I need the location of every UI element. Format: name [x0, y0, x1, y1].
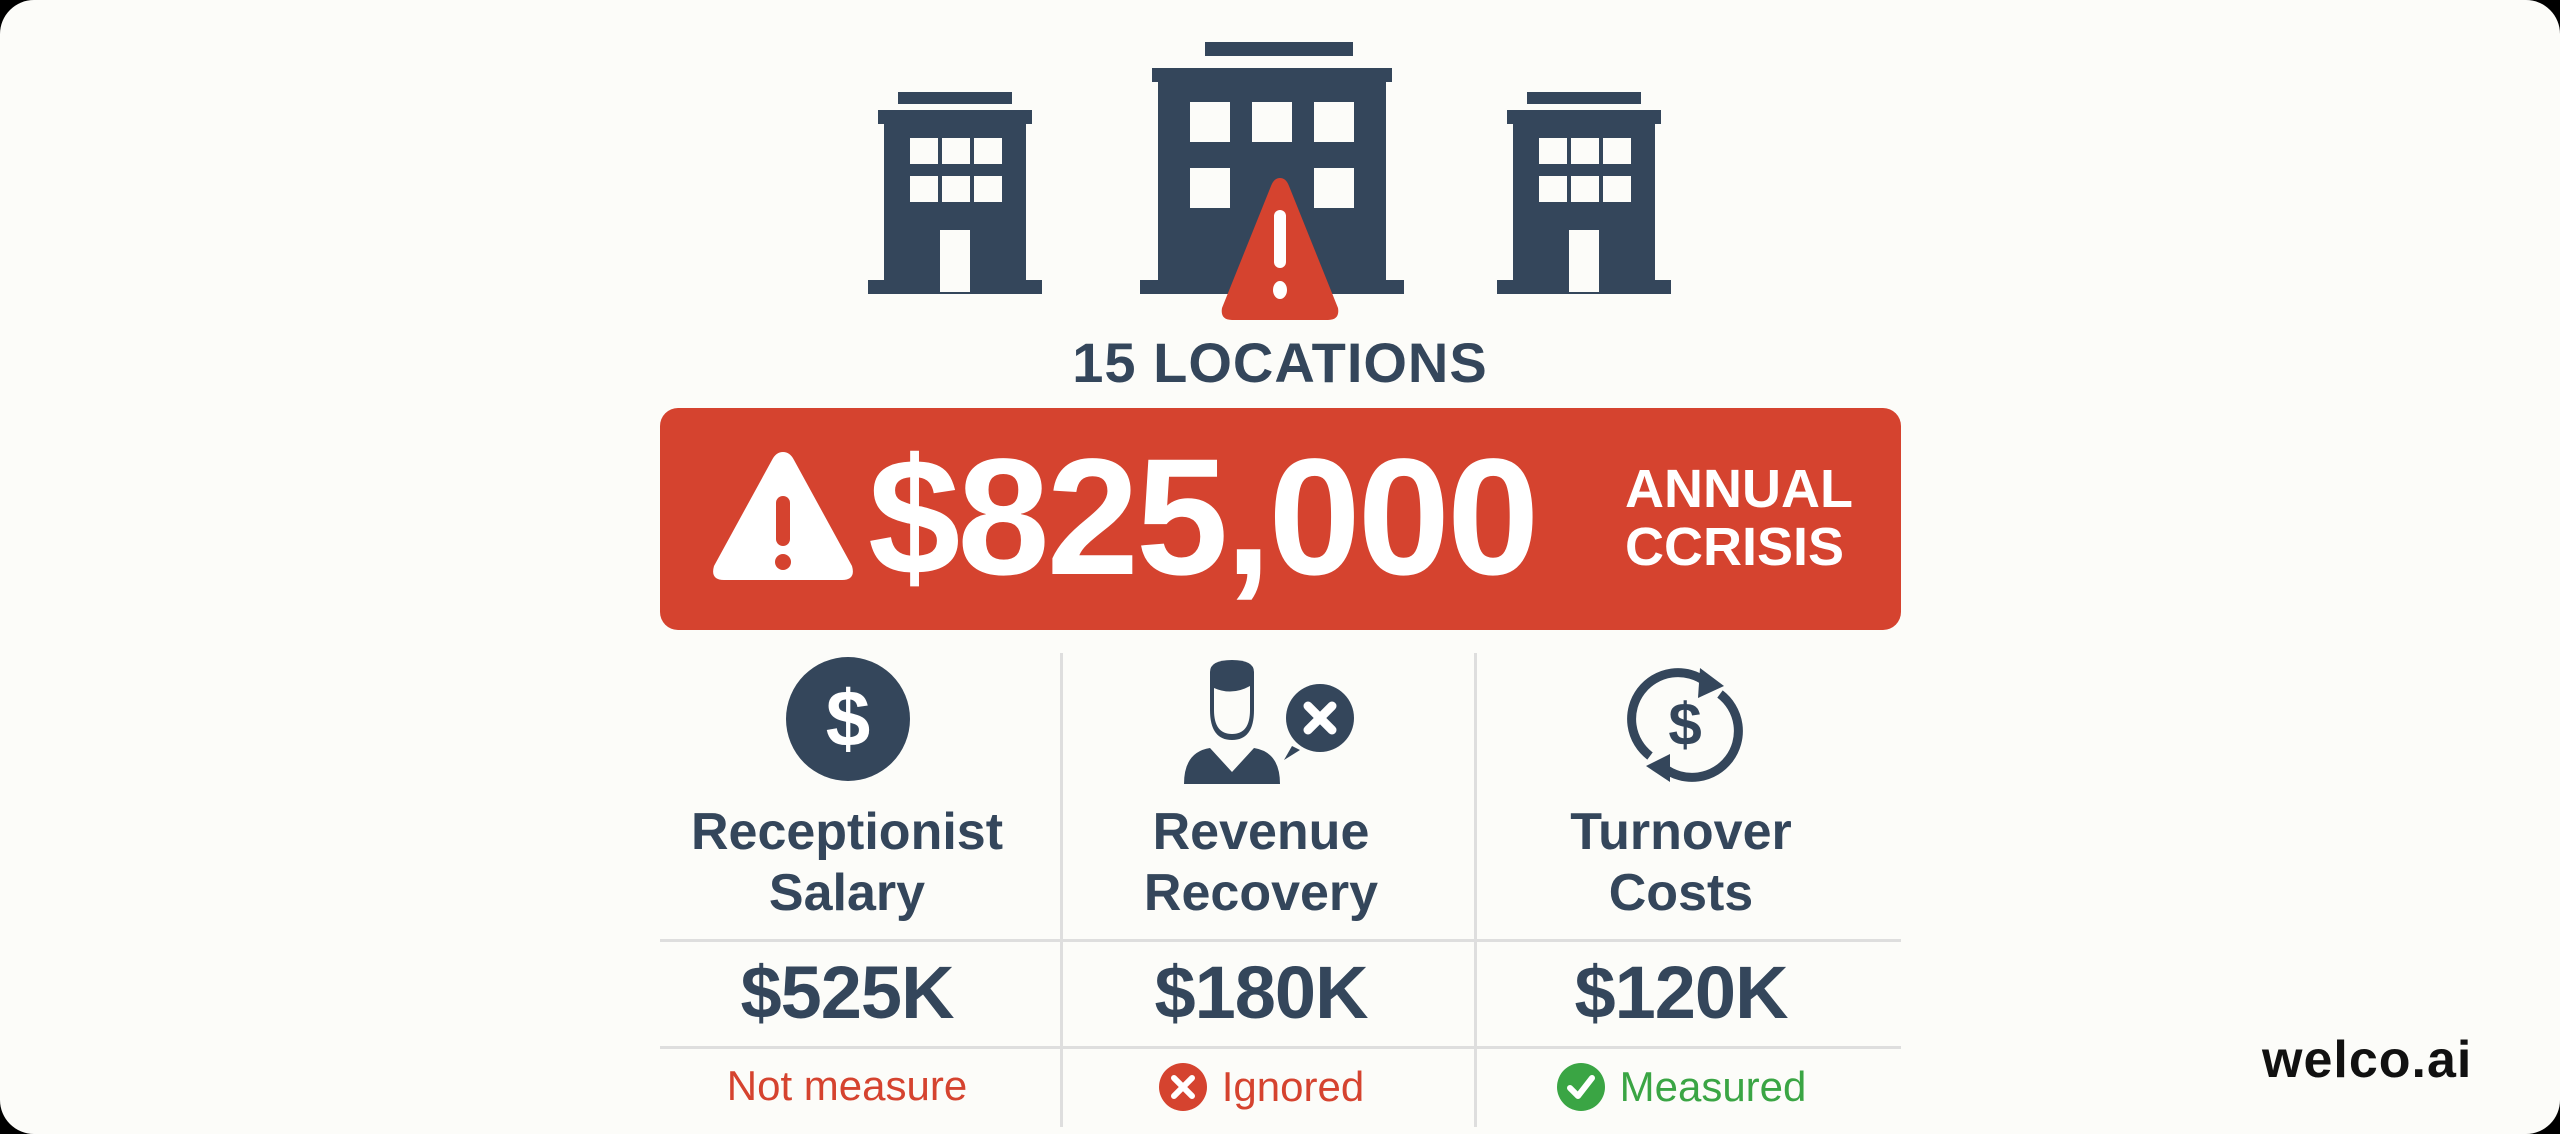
value-receptionist-salary: $525K — [740, 951, 954, 1034]
svg-text:$: $ — [1668, 691, 1701, 758]
dollar-circle-icon: $ — [786, 657, 910, 781]
status-text: Measured — [1619, 1063, 1807, 1110]
column-title-turnover-costs: Turnover Costs — [1474, 802, 1888, 924]
building-left-icon — [868, 92, 1042, 294]
status-text: Not measure — [726, 1062, 968, 1109]
row-divider — [660, 1046, 1901, 1049]
column-divider — [1474, 653, 1477, 1127]
title-line: Costs — [1608, 864, 1754, 922]
svg-text:$: $ — [826, 674, 871, 763]
crisis-label: CCRISIS — [1625, 517, 1845, 577]
annual-cost-banner: $825,000 ANNUAL CCRISIS — [660, 408, 1901, 630]
title-line: Revenue — [1152, 803, 1370, 861]
value-turnover-costs: $120K — [1574, 951, 1788, 1034]
title-line: Salary — [768, 864, 926, 922]
title-line: Turnover — [1570, 803, 1792, 861]
locations-label: 15 LOCATIONS — [1072, 331, 1488, 394]
column-title-revenue-recovery: Revenue Recovery — [1054, 802, 1468, 924]
column-divider — [1060, 653, 1063, 1127]
buildings-illustration — [868, 42, 1671, 320]
status-text: Ignored — [1221, 1063, 1365, 1110]
row-divider — [660, 939, 1901, 942]
status-receptionist-salary: Not measure — [640, 1062, 1054, 1110]
status-turnover-costs: Measured — [1474, 1062, 1888, 1112]
welco-logo: welco.ai — [2262, 1031, 2473, 1089]
dollar-cycle-icon: $ — [1627, 668, 1743, 782]
annual-crisis-label: ANNUAL CCRISIS — [1625, 460, 1853, 576]
warning-icon — [713, 452, 853, 580]
x-circle-icon — [1158, 1063, 1207, 1111]
column-title-receptionist-salary: Receptionist Salary — [640, 802, 1054, 924]
building-right-icon — [1497, 92, 1671, 294]
title-line: Receptionist — [690, 803, 1004, 861]
building-center-icon — [1140, 42, 1404, 320]
person-x-icon — [1184, 660, 1354, 784]
status-revenue-recovery: Ignored — [1054, 1062, 1468, 1112]
annual-amount: $825,000 — [868, 425, 1539, 610]
check-circle-icon — [1556, 1063, 1605, 1111]
value-revenue-recovery: $180K — [1154, 951, 1368, 1034]
title-line: Recovery — [1143, 864, 1379, 922]
annual-label: ANNUAL — [1625, 459, 1853, 519]
